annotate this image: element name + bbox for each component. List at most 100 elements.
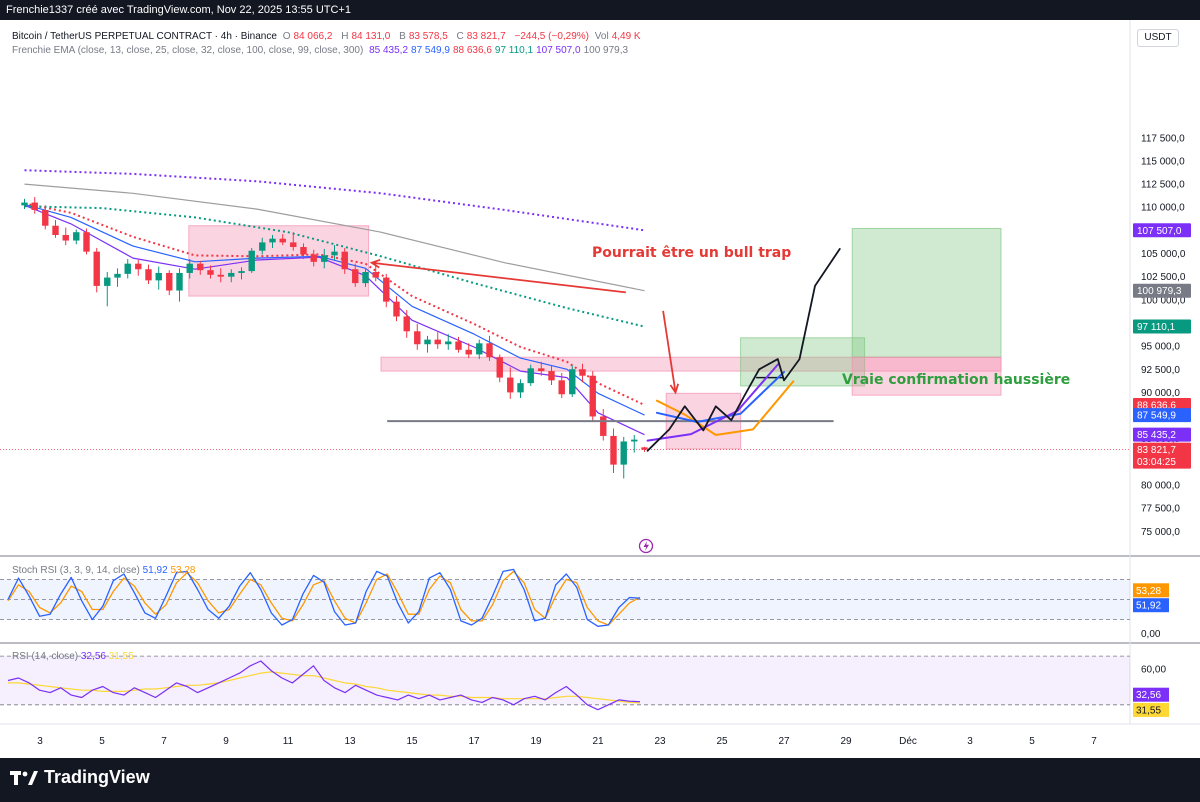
lightning-icon-glyph	[643, 541, 649, 551]
projection-purple	[646, 363, 779, 442]
candle-body	[579, 369, 586, 376]
chart-frame[interactable]: Pourrait être un bull trap Vraie confirma…	[0, 20, 1200, 758]
rsi-line	[7, 660, 641, 711]
caption-text: Frenchie1337 créé avec TradingView.com, …	[6, 4, 351, 16]
price-tick-label: 117 500,0	[1141, 133, 1185, 144]
candle-body	[620, 441, 627, 465]
rsi-band	[0, 656, 1130, 705]
time-tick-label: 5	[99, 736, 105, 747]
rsi-badge-label: 31,55	[1136, 705, 1161, 716]
ohlc-close: C 83 821,7	[456, 31, 506, 42]
rsi-ma-line	[8, 671, 641, 704]
candle-body	[434, 339, 441, 345]
stoch-rsi-legend: Stoch RSI (3, 3, 9, 14, close) 51,92 53,…	[12, 565, 195, 577]
stoch-rsi-k: 51,92	[142, 565, 168, 576]
candle-body	[217, 274, 224, 277]
stoch-d-line	[7, 570, 641, 626]
stoch-badge-label: 51,92	[1136, 601, 1161, 612]
chart-canvas[interactable]: Pourrait être un bull trap Vraie confirma…	[0, 20, 1200, 758]
time-tick-label: 3	[967, 736, 973, 747]
candle-body	[176, 272, 183, 291]
candle-body	[465, 349, 472, 355]
candle-body	[166, 272, 173, 291]
rsi-badge	[1133, 687, 1169, 702]
price-tick-label: 105 000,0	[1141, 249, 1186, 260]
price-tick-label: 102 500,0	[1141, 272, 1186, 283]
ohlc-low: B 83 578,5	[399, 31, 448, 42]
candle-body	[207, 270, 214, 275]
ema-legend-label[interactable]: Frenchie EMA (close, 13, close, 25, clos…	[12, 45, 364, 56]
currency-button[interactable]: USDT	[1137, 29, 1179, 47]
price-tick-label: 90 000,0	[1141, 388, 1180, 399]
rsi-axis-label: 60,00	[1141, 664, 1166, 675]
annotation-arrow-head	[369, 258, 381, 269]
time-tick-label: 29	[840, 736, 852, 747]
stoch-rsi-label: Stoch RSI (3, 3, 9, 14, close)	[12, 565, 140, 576]
candle-body	[155, 272, 162, 281]
price-badge	[1133, 319, 1191, 334]
tradingview-logo[interactable]: TradingView	[10, 767, 150, 788]
price-tick-label: 80 000,0	[1141, 481, 1180, 492]
candle-body	[372, 272, 379, 278]
candle-body	[631, 439, 638, 442]
candle-body	[135, 263, 142, 270]
rsi-value: 32,56	[80, 651, 106, 662]
candle-body	[496, 357, 503, 378]
candle-body	[341, 251, 348, 270]
ema-legend-value: 97 110,1	[494, 45, 534, 56]
footer-bar: TradingView	[0, 758, 1200, 802]
candle-body	[300, 247, 307, 255]
price-tick-label: 110 000,0	[1141, 203, 1185, 214]
candle-body	[93, 251, 100, 286]
ema-line	[24, 203, 645, 416]
zone-pink	[851, 356, 1002, 396]
candle-body	[362, 272, 369, 284]
candle-body	[352, 269, 359, 284]
stoch-badge	[1133, 598, 1169, 613]
time-tick-label: Déc	[899, 736, 917, 747]
price-tick-label: 112 500,0	[1141, 180, 1185, 191]
candle-body	[124, 263, 131, 274]
price-badge	[1133, 408, 1191, 423]
candle-body	[403, 316, 410, 332]
candle-body	[238, 271, 245, 273]
projection-orange	[655, 380, 795, 436]
candle-body	[228, 272, 235, 277]
price-badge-label: 107 507,0	[1137, 226, 1182, 237]
candle-body	[42, 209, 49, 226]
annotation-arrow	[371, 261, 627, 294]
annotation-confirmation: Vraie confirmation haussière	[842, 372, 1070, 388]
candle-body	[145, 269, 152, 281]
price-badge-label: 88 636,6	[1137, 401, 1176, 412]
candle-body	[279, 238, 286, 243]
candle-body	[310, 254, 317, 262]
price-badge	[1133, 442, 1191, 469]
time-tick-label: 13	[344, 736, 356, 747]
candle-body	[62, 234, 69, 241]
stoch-rsi-d: 53,28	[170, 565, 196, 576]
candle-body	[538, 368, 545, 372]
candle-body	[476, 343, 483, 355]
price-badge	[1133, 223, 1191, 238]
ohlc-open: O 84 066,2	[282, 31, 333, 42]
candle-body	[393, 301, 400, 317]
ema-legend-value: 85 435,2	[369, 45, 409, 56]
symbol-title[interactable]: Bitcoin / TetherUS PERPETUAL CONTRACT · …	[12, 31, 277, 42]
candle-body	[641, 447, 648, 450]
candle-body	[507, 377, 514, 393]
price-tick-label: 115 000,0	[1141, 156, 1185, 167]
rsi-legend: RSI (14, close) 32,56 31,55	[12, 651, 134, 663]
annotation-arrow-head	[669, 383, 680, 395]
candle-body	[104, 277, 111, 286]
price-badge-label: 100 979,3	[1137, 286, 1182, 297]
tradingview-logo-icon	[10, 770, 38, 785]
candle-body	[290, 242, 297, 248]
candle-body	[445, 341, 452, 345]
ohlc-change: −244,5 (−0,29%)	[514, 31, 590, 42]
rsi-badge	[1133, 702, 1169, 717]
time-tick-label: 11	[283, 736, 294, 747]
price-badge-label: 87 549,9	[1137, 411, 1176, 422]
projection-path	[646, 247, 841, 452]
candle-body	[331, 251, 338, 256]
candle-body	[558, 380, 565, 395]
